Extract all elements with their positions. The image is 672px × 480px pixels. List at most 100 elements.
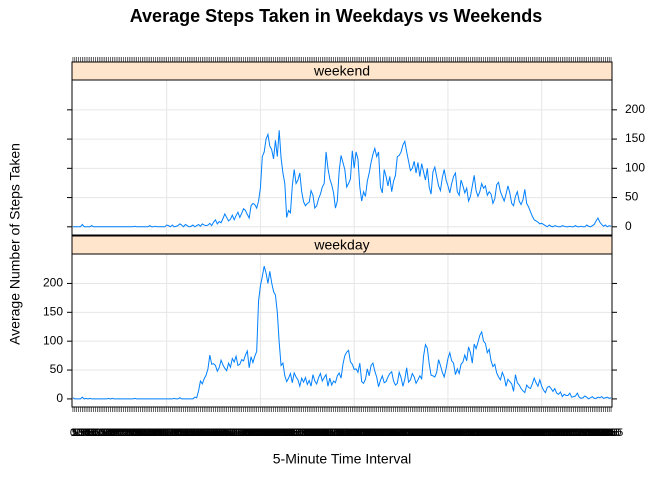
x-tick-label: 330 (143, 427, 161, 439)
x-tick-label: 2035 (524, 427, 548, 439)
x-tick-label: 1240 (346, 427, 370, 439)
x-tick-label: 1135 (322, 427, 346, 439)
strip-label: weekday (313, 237, 369, 253)
x-tick-label: 850 (263, 427, 281, 439)
x-tick-label: 945 (283, 427, 301, 439)
x-tick-label: 1100 (309, 427, 333, 439)
x-tick-label: 650 (218, 427, 236, 439)
x-tick-label: 1315 (359, 427, 383, 439)
y-tick-label: 0 (56, 391, 63, 405)
x-tick-label: 935 (279, 427, 297, 439)
x-tick-label: 2205 (558, 427, 582, 439)
x-tick-label: 50 (86, 427, 98, 439)
x-tick-label: 1025 (295, 427, 319, 439)
x-tick-label: 2325 (588, 427, 612, 439)
x-tick-label: 2320 (586, 427, 610, 439)
x-tick-label: 1905 (490, 427, 514, 439)
x-tick-label: 1030 (297, 427, 321, 439)
x-tick-label: 1650 (439, 427, 463, 439)
x-tick-label: 2130 (544, 427, 568, 439)
x-tick-label: 2025 (520, 427, 544, 439)
x-tick-label: 1010 (289, 427, 313, 439)
x-tick-label: 1350 (372, 427, 396, 439)
x-tick-label: 950 (285, 427, 303, 439)
x-tick-label: 1400 (376, 427, 400, 439)
x-tick-label: 655 (219, 427, 237, 439)
x-tick-label: 1130 (320, 427, 344, 439)
x-tick-label: 1835 (479, 427, 503, 439)
x-tick-label: 1505 (400, 427, 424, 439)
x-tick-label: 1855 (486, 427, 510, 439)
x-tick-label: 745 (238, 427, 256, 439)
x-tick-label: 425 (163, 427, 181, 439)
x-tick-label: 1035 (299, 427, 323, 439)
x-tick-label: 2330 (589, 427, 613, 439)
x-tick-label: 315 (137, 427, 155, 439)
x-tick-label: 1210 (334, 427, 358, 439)
x-tick-label: 335 (144, 427, 162, 439)
x-tick-label: 2150 (552, 427, 576, 439)
x-tick-label: 2140 (548, 427, 572, 439)
x-tick-label: 800 (244, 427, 262, 439)
x-tick-label: 1605 (423, 427, 447, 439)
x-tick-label: 430 (165, 427, 183, 439)
x-tick-label: 150 (105, 427, 123, 439)
x-tick-label: 845 (261, 427, 279, 439)
x-tick-label: 130 (98, 427, 116, 439)
x-tick-label: 1115 (315, 427, 338, 439)
x-tick-label: 1515 (404, 427, 428, 439)
x-tick-label: 105 (88, 427, 106, 439)
x-tick-label: 255 (129, 427, 147, 439)
x-tick-label: 140 (101, 427, 119, 439)
x-tick-label: 925 (276, 427, 294, 439)
x-tick-label: 730 (233, 427, 251, 439)
x-tick-label: 1900 (488, 427, 512, 439)
x-tick-label: 1840 (481, 427, 505, 439)
x-tick-label: 2055 (531, 427, 555, 439)
x-tick-label: 750 (240, 427, 258, 439)
x-tick-label: 1445 (393, 427, 417, 439)
x-tick-label: 155 (107, 427, 125, 439)
x-tick-label: 45 (84, 427, 96, 439)
x-tick-label: 1330 (364, 427, 388, 439)
x-tick-label: 1730 (454, 427, 478, 439)
x-tick-label: 1920 (496, 427, 520, 439)
x-tick-label: 1750 (462, 427, 486, 439)
x-tick-label: 20 (74, 427, 86, 439)
x-tick-label: 1715 (449, 427, 473, 439)
x-tick-label: 835 (257, 427, 275, 439)
x-tick-label: 1620 (428, 427, 452, 439)
x-tick-label: 1150 (327, 427, 351, 439)
x-tick-label: 1040 (301, 427, 325, 439)
x-tick-label: 2125 (543, 427, 567, 439)
x-tick-label: 1420 (383, 427, 407, 439)
x-tick-label: 2235 (569, 427, 593, 439)
x-tick-label: 2005 (513, 427, 537, 439)
x-tick-label: 345 (148, 427, 166, 439)
x-tick-label: 2115 (539, 427, 563, 439)
x-tick-label: 135 (99, 427, 117, 439)
x-tick-label: 210 (113, 427, 131, 439)
x-tick-label: 1735 (456, 427, 480, 439)
x-tick-label: 1745 (460, 427, 484, 439)
x-tick-label: 805 (246, 427, 264, 439)
x-tick-label: 830 (255, 427, 273, 439)
x-tick-label: 205 (111, 427, 129, 439)
x-tick-label: 1725 (453, 427, 477, 439)
x-tick-label: 1015 (291, 427, 315, 439)
strip-label: weekend (313, 63, 370, 79)
x-tick-label: 2250 (574, 427, 598, 439)
y-tick-label: 100 (625, 160, 645, 174)
x-tick-label: 1345 (370, 427, 394, 439)
x-tick-label: 1020 (293, 427, 317, 439)
x-tick-label: 915 (272, 427, 290, 439)
x-tick-label: 810 (248, 427, 266, 439)
y-tick-label: 100 (43, 333, 63, 347)
x-tick-label: 1850 (484, 427, 508, 439)
x-tick-label: 1440 (391, 427, 415, 439)
x-tick-label: 900 (266, 427, 284, 439)
x-tick-label: 1615 (426, 427, 450, 439)
x-tick-label: 2155 (554, 427, 578, 439)
x-tick-label: 250 (128, 427, 146, 439)
x-tick-label: 225 (118, 427, 136, 439)
